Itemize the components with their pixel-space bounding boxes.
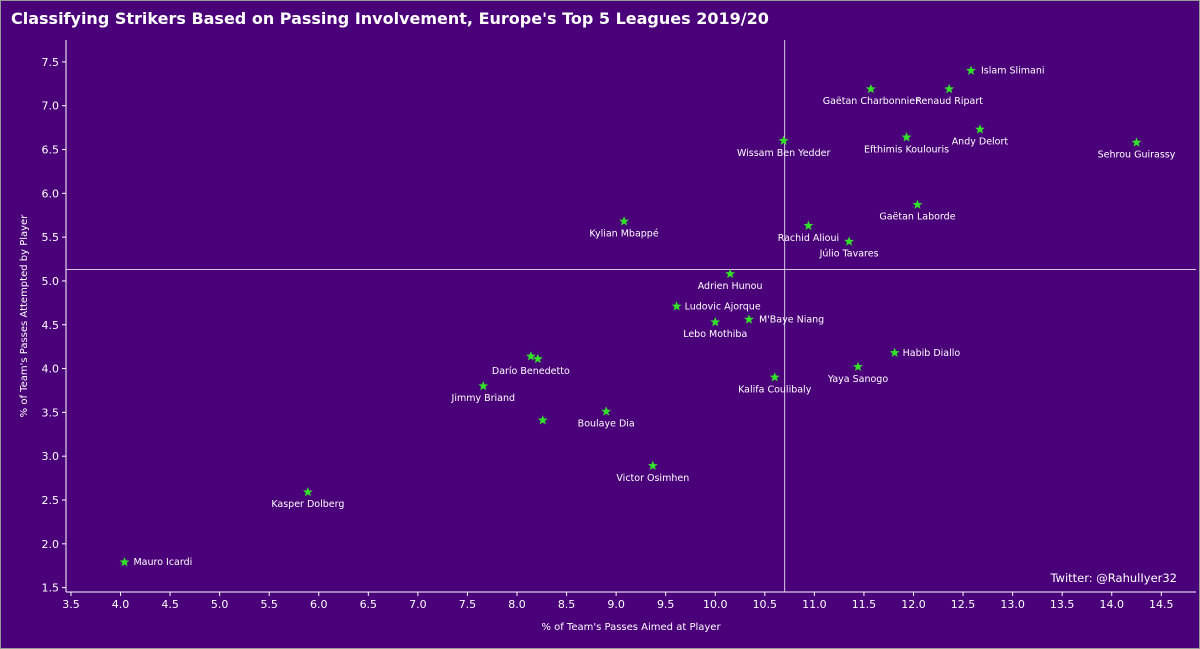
data-point-label: Andy Delort xyxy=(952,136,1009,147)
data-point-marker xyxy=(844,236,855,246)
x-tick-label: 6.0 xyxy=(310,598,328,611)
y-tick-label: 6.0 xyxy=(42,187,60,200)
data-point-label: Gaëtan Laborde xyxy=(879,212,955,223)
data-point-label: Kasper Dolberg xyxy=(271,499,344,510)
y-tick-label: 1.5 xyxy=(42,582,60,595)
x-tick-label: 13.5 xyxy=(1050,598,1075,611)
data-point-label: Jimmy Briand xyxy=(451,393,516,404)
data-point-marker xyxy=(601,406,612,416)
data-point-label: Sehrou Guirassy xyxy=(1098,150,1176,161)
axes: 3.5 4.0 4.5 5.0 5.5 6.0 6.5 7.0 7.5 8.0 8.5 9.0 9.5 1… xyxy=(42,40,1196,611)
data-point-label: Darío Benedetto xyxy=(492,366,570,377)
x-tick-label: 12.5 xyxy=(951,598,976,611)
y-tick-label: 5.5 xyxy=(42,231,60,244)
data-point-label: Efthimis Koulouris xyxy=(864,144,949,155)
x-tick-label: 4.5 xyxy=(161,598,179,611)
x-tick-label: 10.5 xyxy=(753,598,778,611)
data-point-label: M'Baye Niang xyxy=(759,315,824,326)
x-tick-label: 14.5 xyxy=(1149,598,1174,611)
data-point-marker xyxy=(302,486,313,497)
data-point-marker xyxy=(725,268,736,279)
data-point-label: Yaya Sanogo xyxy=(827,374,888,385)
data-point-marker xyxy=(647,460,658,471)
x-tick-label: 5.5 xyxy=(260,598,278,611)
x-tick-label: 5.0 xyxy=(211,598,229,611)
x-tick-label: 8.5 xyxy=(558,598,576,611)
y-tick-label: 7.0 xyxy=(42,100,60,113)
data-point-marker xyxy=(744,314,754,324)
data-point-marker xyxy=(944,83,955,94)
y-tick-label: 7.5 xyxy=(42,56,60,69)
y-tick-label: 6.5 xyxy=(42,144,60,157)
y-tick-label: 2.5 xyxy=(42,494,60,507)
data-point-label: Adrien Hunou xyxy=(698,281,763,292)
y-tick-label: 3.5 xyxy=(42,406,60,419)
reference-lines xyxy=(66,40,1196,592)
data-point-marker xyxy=(865,83,876,94)
data-point-label: Boulaye Dia xyxy=(578,419,635,430)
data-point-marker xyxy=(853,361,863,372)
data-point-label: Júlio Tavares xyxy=(819,249,879,260)
data-point-marker xyxy=(889,347,900,358)
data-point-label: Rachid Alioui xyxy=(778,233,839,244)
data-point-label: Mauro Icardi xyxy=(133,557,192,568)
x-tick-label: 8.0 xyxy=(508,598,526,611)
x-tick-label: 9.5 xyxy=(657,598,675,611)
y-tick-label: 5.0 xyxy=(42,275,60,288)
data-point-label: Lebo Mothiba xyxy=(683,329,747,340)
data-point-label: Kylian Mbappé xyxy=(589,228,658,239)
data-point-marker xyxy=(769,372,780,382)
x-tick-label: 4.0 xyxy=(112,598,130,611)
data-point-marker xyxy=(1131,137,1142,147)
y-axis-title: % of Team's Passes Attempted by Player xyxy=(19,214,30,418)
data-point-label: Ludovic Ajorque xyxy=(685,301,761,312)
chart-title: Classifying Strikers Based on Passing In… xyxy=(11,9,769,28)
data-point-marker xyxy=(710,316,721,327)
x-tick-label: 14.0 xyxy=(1099,598,1124,611)
data-point-marker xyxy=(532,353,543,364)
data-point-marker xyxy=(119,557,130,567)
x-tick-label: 7.0 xyxy=(409,598,427,611)
data-point-marker xyxy=(901,132,912,142)
x-tick-label: 6.5 xyxy=(360,598,378,611)
x-tick-label: 9.0 xyxy=(607,598,625,611)
data-point-marker xyxy=(478,380,489,391)
x-tick-label: 11.5 xyxy=(852,598,877,611)
x-axis-title: % of Team's Passes Aimed at Player xyxy=(541,622,721,633)
data-point-marker xyxy=(974,124,985,134)
x-tick-label: 3.5 xyxy=(62,598,80,611)
data-point-marker xyxy=(966,65,976,75)
y-tick-label: 2.0 xyxy=(42,538,60,551)
data-point-marker xyxy=(671,301,682,311)
x-tick-label: 13.0 xyxy=(1000,598,1025,611)
x-tick-label: 11.0 xyxy=(802,598,827,611)
x-tick-label: 12.0 xyxy=(901,598,926,611)
y-tick-label: 3.0 xyxy=(42,450,60,463)
data-point-marker xyxy=(619,216,630,226)
x-tick-label: 7.5 xyxy=(459,598,477,611)
data-point-label: Wissam Ben Yedder xyxy=(737,148,831,159)
data-point-label: Victor Osimhen xyxy=(616,473,689,484)
y-tick-label: 4.0 xyxy=(42,363,60,376)
data-point-label: Islam Slimani xyxy=(981,66,1045,77)
y-tick-label: 4.5 xyxy=(42,319,60,332)
credit-text: Twitter: @RahulIyer32 xyxy=(1049,571,1177,585)
data-point-marker xyxy=(778,135,789,145)
data-point-marker xyxy=(525,351,536,361)
data-point-marker xyxy=(803,220,814,230)
data-point-label: Kalifa Coulibaly xyxy=(738,384,812,395)
data-point-marker xyxy=(537,415,548,425)
data-point-label: Renaud Ripart xyxy=(915,96,983,107)
data-point-label: Gaëtan Charbonnier xyxy=(823,96,919,107)
data-point-label: Habib Diallo xyxy=(903,348,961,359)
data-point-marker xyxy=(912,199,923,209)
x-tick-label: 10.0 xyxy=(703,598,728,611)
